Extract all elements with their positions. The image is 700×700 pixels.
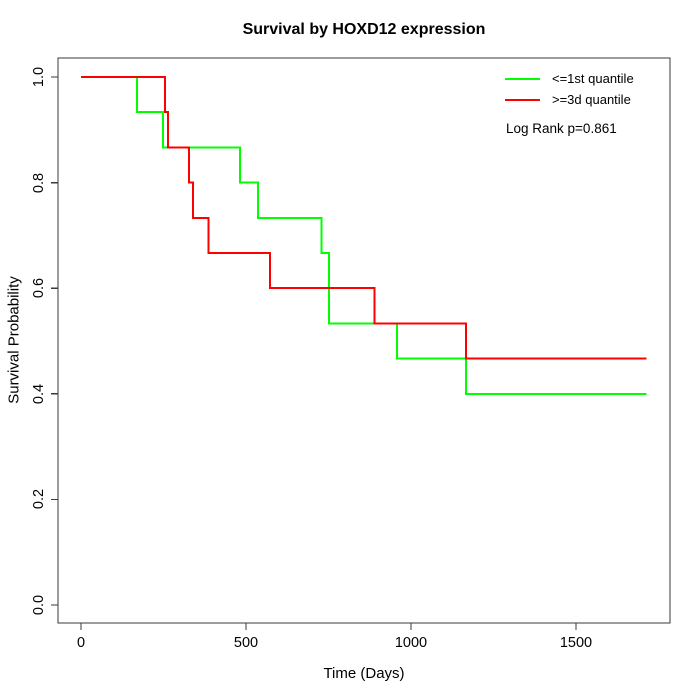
legend-item-group1: <=1st quantile xyxy=(505,68,634,89)
x-tick-label: 500 xyxy=(233,635,259,651)
y-tick-label: 0.4 xyxy=(31,383,47,404)
log-rank-annotation: Log Rank p=0.861 xyxy=(506,121,617,136)
x-axis-title: Time (Days) xyxy=(323,665,405,682)
y-tick-label: 0.2 xyxy=(31,489,47,510)
y-tick-label: 0.0 xyxy=(31,594,47,616)
legend-line-green xyxy=(505,77,540,80)
legend: <=1st quantile >=3d quantile Log Rank p=… xyxy=(505,68,634,136)
y-tick-label: 1.0 xyxy=(31,66,47,88)
x-tick-label: 1000 xyxy=(394,635,428,651)
chart-title: Survival by HOXD12 expression xyxy=(242,21,486,38)
legend-label-group1: <=1st quantile xyxy=(552,71,634,86)
survival-curve-green xyxy=(81,76,647,395)
legend-item-group2: >=3d quantile xyxy=(505,89,634,110)
y-tick-label: 0.8 xyxy=(31,172,47,193)
survival-curve-red xyxy=(81,76,647,360)
plot-frame xyxy=(57,57,671,624)
y-axis-title: Survival Probability xyxy=(5,276,23,404)
x-tick-label: 1500 xyxy=(559,635,593,651)
legend-label-group2: >=3d quantile xyxy=(552,92,631,107)
legend-line-red xyxy=(505,98,540,101)
y-tick-label: 0.6 xyxy=(31,278,47,299)
x-tick-label: 0 xyxy=(76,635,86,651)
